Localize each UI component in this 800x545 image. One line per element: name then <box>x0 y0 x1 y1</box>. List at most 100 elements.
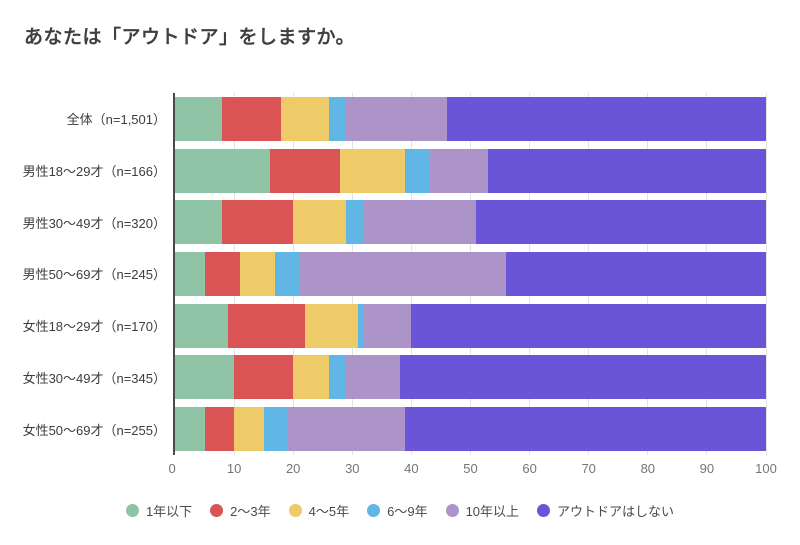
bar-segment-10年以上[interactable] <box>364 200 477 245</box>
bar-segment-4〜5年[interactable] <box>240 251 276 296</box>
chart-title: あなたは「アウトドア」をしますか。 <box>24 27 356 48</box>
legend-item-6〜9年[interactable]: 6〜9年 <box>367 501 428 520</box>
x-tick-label: 90 <box>699 461 715 476</box>
bar-segment-アウトドアはしない[interactable] <box>488 148 766 193</box>
bar-segment-10年以上[interactable] <box>364 303 412 348</box>
category-label: 女性30〜49才（n=345） <box>22 370 166 386</box>
legend-color-dot-icon <box>445 504 459 517</box>
bar-segment-1年以下[interactable] <box>175 355 235 400</box>
bar-segment-アウトドアはしない[interactable] <box>446 96 766 141</box>
bar-segment-2〜3年[interactable] <box>234 355 294 400</box>
category-label: 女性18〜29才（n=170） <box>22 319 166 335</box>
x-tick-label: 100 <box>755 461 777 476</box>
bar-segment-1年以下[interactable] <box>175 407 205 452</box>
chart-row: 男性18〜29才（n=166） <box>0 145 800 197</box>
bar-segment-4〜5年[interactable] <box>281 96 329 141</box>
category-label: 女性50〜69才（n=255） <box>22 422 166 438</box>
bar-segment-4〜5年[interactable] <box>234 407 264 452</box>
legend-color-dot-icon <box>288 504 302 517</box>
bar-track <box>175 200 766 245</box>
bar-segment-4〜5年[interactable] <box>305 303 359 348</box>
bar-segment-10年以上[interactable] <box>346 355 400 400</box>
x-tick-label: 10 <box>226 461 242 476</box>
chart-row: 女性50〜69才（n=255） <box>0 403 800 455</box>
bar-segment-アウトドアはしない[interactable] <box>399 355 766 400</box>
bar-segment-アウトドアはしない[interactable] <box>476 200 766 245</box>
bar-segment-6〜9年[interactable] <box>346 200 365 245</box>
bar-segment-1年以下[interactable] <box>175 96 223 141</box>
bar-segment-4〜5年[interactable] <box>293 355 329 400</box>
bar-segment-10年以上[interactable] <box>429 148 489 193</box>
y-axis-line <box>173 93 175 455</box>
bar-segment-6〜9年[interactable] <box>328 96 347 141</box>
legend-color-dot-icon <box>125 504 139 517</box>
bar-track <box>175 251 766 296</box>
bar-segment-1年以下[interactable] <box>175 303 229 348</box>
bar-segment-6〜9年[interactable] <box>275 251 300 296</box>
legend-label: 1年以下 <box>145 504 193 519</box>
x-tick-label: 40 <box>404 461 419 476</box>
bar-track <box>175 303 766 348</box>
chart-row: 女性18〜29才（n=170） <box>0 300 800 352</box>
legend-item-アウトドアはしない[interactable]: アウトドアはしない <box>537 501 674 520</box>
bar-segment-アウトドアはしない[interactable] <box>411 303 766 348</box>
bar-segment-6〜9年[interactable] <box>328 355 347 400</box>
x-tick-label: 60 <box>522 461 537 476</box>
bar-rows: 全体（n=1,501） 男性18〜29才（n=166） 男性30〜49才（n=320… <box>0 93 800 455</box>
bar-segment-10年以上[interactable] <box>299 251 506 296</box>
bar-track <box>175 148 766 193</box>
legend-label: 2〜3年 <box>230 504 271 519</box>
legend-item-1年以下[interactable]: 1年以下 <box>125 501 193 520</box>
x-tick-label: 80 <box>640 461 656 476</box>
x-tick-label: 20 <box>285 461 301 476</box>
chart-row: 男性30〜49才（n=320） <box>0 196 800 248</box>
bar-segment-2〜3年[interactable] <box>204 407 235 452</box>
category-label: 男性30〜49才（n=320） <box>22 215 166 231</box>
bar-segment-2〜3年[interactable] <box>228 303 306 348</box>
bar-segment-2〜3年[interactable] <box>222 200 294 245</box>
bar-segment-10年以上[interactable] <box>346 96 447 141</box>
legend-label: 4〜5年 <box>308 504 350 519</box>
bar-track <box>175 407 766 452</box>
bar-segment-4〜5年[interactable] <box>340 148 406 193</box>
bar-segment-アウトドアはしない[interactable] <box>505 251 766 296</box>
bar-segment-2〜3年[interactable] <box>222 96 282 141</box>
bar-track <box>175 96 766 141</box>
legend-label: アウトドアはしない <box>557 504 675 519</box>
stacked-bar-chart: 全体（n=1,501） 男性18〜29才（n=166） 男性30〜49才（n=320… <box>0 93 800 476</box>
legend-item-10年以上[interactable]: 10年以上 <box>445 501 520 520</box>
bar-segment-1年以下[interactable] <box>175 251 205 296</box>
chart-row: 全体（n=1,501） <box>0 93 800 145</box>
legend-label: 10年以上 <box>465 504 520 519</box>
bar-segment-6〜9年[interactable] <box>405 148 430 193</box>
x-tick-label: 0 <box>168 461 176 476</box>
category-label: 全体（n=1,501） <box>66 112 166 128</box>
bar-segment-2〜3年[interactable] <box>204 251 240 296</box>
legend-item-2〜3年[interactable]: 2〜3年 <box>210 501 271 520</box>
legend: 1年以下 2〜3年 4〜5年 6〜9年 10年以上 アウトドアはしない <box>0 501 800 520</box>
category-label: 男性50〜69才（n=245） <box>22 267 166 283</box>
bar-track <box>175 355 766 400</box>
legend-label: 6〜9年 <box>387 504 428 519</box>
chart-row: 男性50〜69才（n=245） <box>0 248 800 300</box>
gridline-100 <box>765 93 767 455</box>
bar-segment-1年以下[interactable] <box>175 148 270 193</box>
bar-segment-4〜5年[interactable] <box>293 200 347 245</box>
legend-item-4〜5年[interactable]: 4〜5年 <box>288 501 350 520</box>
x-tick-label: 70 <box>581 461 596 476</box>
x-tick-label: 30 <box>345 461 360 476</box>
bar-segment-1年以下[interactable] <box>175 200 223 245</box>
bar-segment-アウトドアはしない[interactable] <box>405 407 766 452</box>
x-tick-label: 50 <box>463 461 478 476</box>
legend-color-dot-icon <box>210 504 224 517</box>
chart-row: 女性30〜49才（n=345） <box>0 352 800 404</box>
x-axis-ticks: 0 10 20 30 40 50 60 70 80 90 100 <box>168 458 776 478</box>
bar-segment-10年以上[interactable] <box>287 407 406 452</box>
bar-segment-6〜9年[interactable] <box>263 407 288 452</box>
legend-color-dot-icon <box>367 504 381 517</box>
bar-segment-2〜3年[interactable] <box>269 148 341 193</box>
bar-segment-6〜9年[interactable] <box>358 303 365 348</box>
legend-color-dot-icon <box>537 504 551 517</box>
category-label: 男性18〜29才（n=166） <box>22 164 166 180</box>
